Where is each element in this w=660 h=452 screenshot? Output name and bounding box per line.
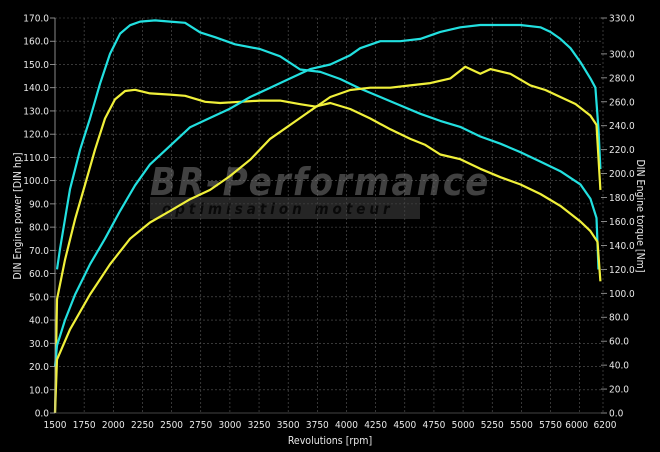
y-right-tick-label: 300.0	[609, 49, 635, 60]
y-left-tick-label: 150.0	[23, 60, 49, 71]
x-tick-label: 5750	[539, 420, 562, 431]
torque-curve-1	[53, 88, 602, 414]
watermark-subtitle: optimisation moteur	[162, 200, 394, 218]
x-tick-label: 3250	[248, 420, 271, 431]
y-left-tick-label: 170.0	[23, 14, 49, 25]
x-tick-label: 1750	[73, 420, 96, 431]
y-right-tick-label: 200.0	[609, 169, 635, 180]
y-right-tick-label: 160.0	[609, 217, 635, 228]
y-right-tick-label: 60.0	[609, 337, 629, 348]
x-tick-label: 5250	[481, 420, 504, 431]
y-left-tick-label: 0.0	[35, 409, 50, 420]
y-left-tick-label: 130.0	[23, 106, 49, 117]
y-left-tick-label: 120.0	[23, 130, 49, 141]
watermark-logo: BR-Performance optimisation moteur	[150, 160, 490, 219]
y-left-tick-label: 160.0	[23, 37, 49, 48]
y-left-tick-label: 140.0	[23, 83, 49, 94]
x-tick-label: 3000	[218, 420, 241, 431]
y-left-tick-label: 100.0	[23, 176, 49, 187]
y-right-tick-label: 140.0	[609, 241, 635, 252]
x-tick-label: 6200	[594, 420, 617, 431]
x-tick-label: 6000	[565, 420, 588, 431]
y-right-tick-label: 240.0	[609, 121, 635, 132]
x-tick-label: 2500	[160, 420, 183, 431]
x-tick-label: 5000	[452, 420, 475, 431]
power-curve-3	[53, 65, 602, 414]
watermark-band	[150, 197, 420, 219]
y-right-tick-label: 180.0	[609, 193, 635, 204]
x-tick-label: 1500	[44, 420, 67, 431]
y-left-tick-label: 110.0	[23, 153, 49, 164]
x-tick-label: 4000	[335, 420, 358, 431]
x-tick-label: 4500	[393, 420, 416, 431]
y-left-tick-label: 80.0	[29, 223, 49, 234]
x-tick-label: 2250	[131, 420, 154, 431]
y-left-tick-label: 50.0	[29, 292, 49, 303]
watermark-title: BR-Performance	[150, 160, 490, 204]
x-tick-label: 3750	[306, 420, 329, 431]
x-tick-label: 4750	[422, 420, 445, 431]
x-tick-label: 2000	[102, 420, 125, 431]
y-right-tick-label: 220.0	[609, 145, 635, 156]
y-left-tick-label: 20.0	[29, 362, 49, 373]
y-right-tick-label: 120.0	[609, 265, 635, 276]
x-tick-label: 2750	[189, 420, 212, 431]
y-right-tick-label: 40.0	[609, 361, 629, 372]
axes: 1500 1750 2000 2250 2500 2750 3000 3250 3500 3750…	[23, 14, 635, 432]
y-left-tick-label: 60.0	[29, 269, 49, 280]
y-right-tick-label: 330.0	[609, 14, 635, 25]
y-right-axis-label: DIN Engine torque [Nm]	[634, 159, 646, 272]
y-left-tick-label: 70.0	[29, 246, 49, 257]
y-right-tick-label: 280.0	[609, 73, 635, 84]
y-right-tick-label: 80.0	[609, 313, 629, 324]
x-tick-label: 5500	[510, 420, 533, 431]
y-right-tick-label: 0.0	[609, 409, 624, 420]
y-left-tick-label: 30.0	[29, 339, 49, 350]
y-left-tick-label: 10.0	[29, 385, 49, 396]
y-left-tick-label: 90.0	[29, 199, 49, 210]
power-curve-2	[53, 23, 602, 367]
y-right-tick-label: 100.0	[609, 289, 635, 300]
y-right-tick-label: 260.0	[609, 97, 635, 108]
torque-curve-0	[55, 19, 600, 270]
y-right-tick-label: 20.0	[609, 385, 629, 396]
y-left-axis-label: DIN Engine power [DIN hp]	[12, 152, 24, 279]
curves	[53, 19, 602, 414]
y-left-tick-label: 40.0	[29, 316, 49, 327]
x-tick-label: 4250	[364, 420, 387, 431]
x-axis-label: Revolutions [rpm]	[288, 435, 372, 447]
x-tick-label: 3500	[277, 420, 300, 431]
